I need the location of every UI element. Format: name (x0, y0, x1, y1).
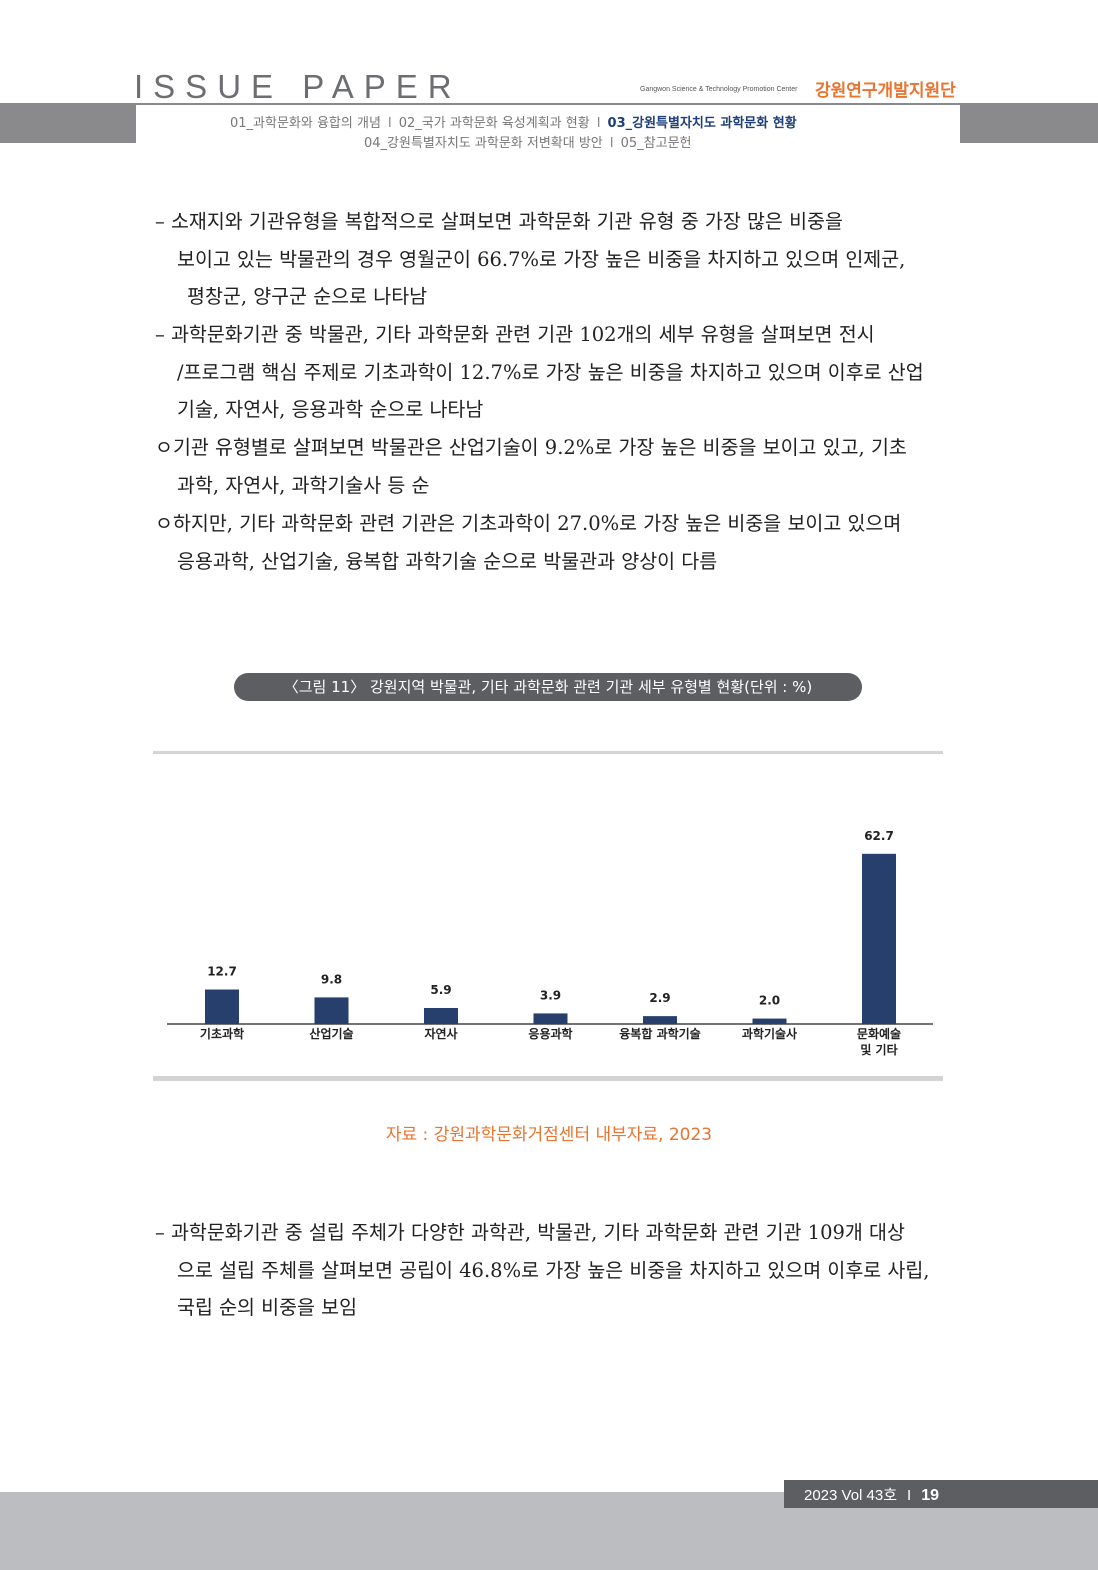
bar-chart: 12.7 기초과학 9.8 산업기술 5.9 자연사 3.9 응용과학 2.9 융복합 과학기술 2… (167, 829, 933, 1057)
section-nav-row2: 04_강원특별자치도 과학문화 저변확대 방안 I 05_참고문헌 (364, 132, 692, 151)
issue-label: 2023 Vol 43호 (804, 1487, 898, 1504)
text-line: /프로그램 핵심 주제로 기초과학이 12.7%로 가장 높은 비중을 차지하고… (177, 360, 924, 384)
text-line: 평창군, 양구군 순으로 나타남 (187, 285, 428, 308)
paragraph-5: – 과학문화기관 중 설립 주체가 다양한 과학관, 박물관, 기타 과학문화 … (155, 1214, 965, 1327)
section-nav-row1: 01_과학문화와 융합의 개념 I 02_국가 과학문화 육성계획과 현황 I 03_강… (230, 112, 797, 131)
category-label: 융복합 과학기술 (619, 1026, 700, 1041)
data-label: 2.9 (649, 991, 670, 1005)
chart-bottom-rule (153, 1076, 943, 1081)
paragraph-3: ㅇ기관 유형별로 살펴보면 박물관은 산업기술이 9.2%로 가장 높은 비중을… (155, 429, 965, 504)
footer-separator: I (907, 1487, 912, 1504)
bar (643, 1016, 677, 1024)
footer-issue-page: 2023 Vol 43호 I 19 (804, 1484, 939, 1505)
category-label: 산업기술 (309, 1026, 353, 1041)
category-label: 자연사 (424, 1026, 457, 1041)
text-line: 보이고 있는 박물관의 경우 영월군이 66.7%로 가장 높은 비중을 차지하… (177, 247, 906, 271)
bar (752, 1018, 787, 1024)
paragraph-4: ㅇ하지만, 기타 과학문화 관련 기관은 기초과학이 27.0%로 가장 높은 … (155, 505, 965, 580)
paragraph-2: – 과학문화기관 중 박물관, 기타 과학문화 관련 기관 102개의 세부 유… (155, 316, 965, 429)
bar (862, 853, 896, 1024)
category-label: 문화예술 (857, 1026, 901, 1041)
text-line: – 소재지와 기관유형을 복합적으로 살펴보면 과학문화 기관 유형 중 가장 … (155, 210, 843, 233)
text-line: 으로 설립 주체를 살펴보면 공립이 46.8%로 가장 높은 비중을 차지하고… (177, 1258, 930, 1282)
category-label: 및 기타 (860, 1042, 897, 1057)
header-bar-left (0, 103, 136, 143)
data-label: 12.7 (207, 965, 237, 979)
text-line: 응용과학, 산업기술, 융복합 과학기술 순으로 박물관과 양상이 다름 (177, 549, 718, 573)
category-label: 기초과학 (200, 1026, 244, 1041)
page-number: 19 (921, 1487, 940, 1504)
data-label: 5.9 (430, 983, 451, 997)
nav-item-05[interactable]: 05_참고문헌 (620, 136, 692, 151)
figure-source: 자료 : 강원과학문화거점센터 내부자료, 2023 (385, 1125, 713, 1145)
bar (205, 989, 239, 1024)
bar (314, 997, 349, 1024)
data-label: 62.7 (864, 829, 894, 843)
header-bar-right (960, 103, 1098, 143)
nav-item-01[interactable]: 01_과학문화와 융합의 개념 (230, 116, 381, 131)
bar (424, 1007, 458, 1024)
data-label: 9.8 (321, 972, 342, 986)
category-label: 응용과학 (528, 1026, 572, 1041)
category-label: 과학기술사 (742, 1026, 797, 1041)
header-rule (136, 103, 960, 105)
org-name-english: Gangwon Science & Technology Promotion C… (640, 86, 798, 93)
text-line: 국립 순의 비중을 보임 (177, 1296, 358, 1319)
nav-separator: I (609, 136, 614, 151)
text-line: 과학, 자연사, 과학기술사 등 순 (177, 473, 430, 497)
nav-item-04[interactable]: 04_강원특별자치도 과학문화 저변확대 방안 (364, 136, 603, 151)
chart-top-rule (153, 751, 943, 754)
data-label: 3.9 (540, 988, 561, 1002)
nav-separator: I (596, 116, 601, 131)
footer-tab (784, 1480, 1098, 1508)
brand-title: ISSUE PAPER (134, 68, 462, 105)
figure-caption: 〈그림 11〉 강원지역 박물관, 기타 과학문화 관련 기관 세부 유형별 현… (234, 673, 862, 701)
data-label: 2.0 (759, 994, 780, 1008)
text-line: – 과학문화기관 중 설립 주체가 다양한 과학관, 박물관, 기타 과학문화 … (155, 1221, 905, 1244)
text-line: ㅇ하지만, 기타 과학문화 관련 기관은 기초과학이 27.0%로 가장 높은 … (155, 512, 902, 535)
org-name-korean: 강원연구개발지원단 (815, 81, 956, 101)
bar (533, 1013, 568, 1024)
paragraph-1: – 소재지와 기관유형을 복합적으로 살펴보면 과학문화 기관 유형 중 가장 … (155, 203, 965, 316)
nav-separator: I (387, 116, 392, 131)
nav-item-03-active[interactable]: 03_강원특별자치도 과학문화 현황 (607, 116, 797, 131)
text-line: 기술, 자연사, 응용과학 순으로 나타남 (177, 398, 484, 421)
nav-item-02[interactable]: 02_국가 과학문화 육성계획과 현황 (398, 116, 590, 131)
text-line: – 과학문화기관 중 박물관, 기타 과학문화 관련 기관 102개의 세부 유… (155, 323, 875, 346)
text-line: ㅇ기관 유형별로 살펴보면 박물관은 산업기술이 9.2%로 가장 높은 비중을… (155, 436, 907, 459)
